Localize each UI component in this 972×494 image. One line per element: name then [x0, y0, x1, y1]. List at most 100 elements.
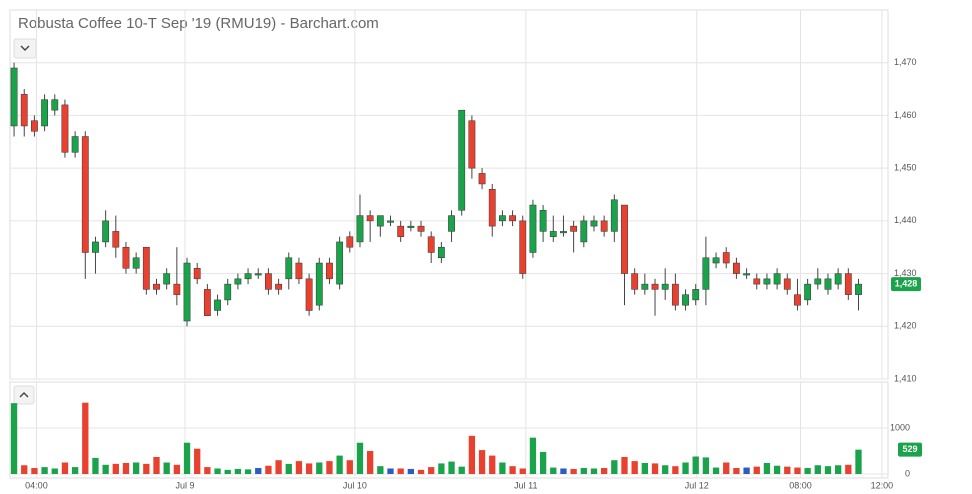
volume-bar [468, 435, 476, 474]
volume-bar [41, 467, 48, 474]
candle-body [733, 262, 740, 274]
volume-bar [753, 466, 760, 474]
volume-bar [743, 467, 750, 474]
candle-body [610, 199, 618, 232]
candle-body [743, 273, 750, 276]
candle-body [112, 231, 120, 248]
volume-bar [458, 466, 465, 474]
candle-body [651, 283, 659, 290]
candle-body [203, 289, 211, 316]
volume-bar [641, 462, 648, 474]
candle-body [346, 236, 354, 248]
volume-bar [285, 463, 292, 474]
button-box[interactable] [13, 38, 37, 59]
volume-bar [773, 465, 781, 474]
volume-bar [153, 456, 160, 474]
chart-title: Robusta Coffee 10-T Sep '19 (RMU19) - Ba… [18, 15, 379, 32]
candle-body [71, 136, 79, 153]
chevron-up[interactable] [19, 392, 29, 398]
candle-body [580, 220, 588, 243]
volume-bar [489, 455, 496, 474]
collapse-button[interactable] [13, 38, 37, 59]
candle-body [753, 278, 761, 285]
last-price-label: 1,428 [895, 278, 918, 288]
candle-body [356, 215, 364, 243]
candle-body [794, 294, 801, 306]
candle-body [855, 283, 862, 295]
candle-body [834, 273, 842, 285]
x-tick-label: Jul 9 [175, 480, 194, 490]
volume-bar [611, 460, 618, 474]
candle-body [326, 262, 333, 280]
volume-bar [163, 462, 170, 474]
volume-bar [834, 465, 842, 474]
chevron-down[interactable] [20, 45, 30, 51]
candle-body [539, 210, 547, 232]
last-volume-box [898, 442, 922, 457]
volume-bar [346, 460, 353, 474]
candle-body [488, 188, 496, 227]
candle-body [366, 215, 374, 222]
y-tick-label: 1,410 [894, 373, 917, 383]
candle-body [671, 283, 679, 306]
candle-body [315, 262, 323, 306]
volume-bar [784, 466, 791, 474]
x-tick-label: Jul 10 [343, 480, 367, 490]
candle-body [193, 268, 201, 280]
volume-bar [651, 463, 659, 474]
candle-body [783, 278, 791, 290]
volume-bar [519, 468, 526, 474]
volume-bar [387, 468, 394, 474]
volume-bar [499, 462, 506, 474]
volume-bar [723, 462, 730, 474]
y-tick-label: 1,460 [894, 110, 917, 120]
volume-bar [712, 467, 720, 474]
candle-body [31, 120, 38, 132]
volume-bar [377, 466, 384, 474]
volume-bar [336, 455, 343, 474]
x-tick-label: Jul 12 [685, 480, 709, 490]
volume-bar [702, 457, 710, 474]
candle-body [265, 273, 272, 290]
candle-body [20, 94, 28, 127]
candle-body [641, 283, 649, 290]
volume-bar [417, 469, 425, 474]
volume-bar [560, 468, 567, 474]
volume-bar [763, 462, 771, 474]
last-volume-label: 529 [902, 444, 917, 454]
candle-body [499, 215, 506, 222]
candle-body [407, 225, 415, 228]
expand-button[interactable] [13, 385, 35, 405]
candle-body [305, 278, 313, 311]
volume-bar [82, 402, 89, 474]
volume-bar [682, 462, 689, 474]
candle-body [10, 67, 18, 127]
candle-body [397, 225, 405, 237]
y-tick-label: 1,420 [894, 321, 917, 331]
candle-body [682, 294, 689, 306]
volume-bar [194, 448, 201, 474]
candle-body [132, 257, 140, 269]
y2-tick-label: 0 [905, 468, 910, 478]
x-tick-label: Jul 11 [514, 480, 537, 490]
candle-body [692, 289, 700, 301]
candle-body [631, 273, 639, 290]
volume-bar [600, 468, 608, 474]
candle-body [387, 220, 394, 223]
candle-body [214, 299, 221, 311]
candle-body [254, 273, 262, 276]
volume-bar [448, 461, 455, 474]
candle-body [773, 273, 781, 285]
x-tick-label: 08:00 [789, 480, 812, 490]
candle-body [224, 283, 232, 301]
volume-bar [92, 457, 99, 474]
volume-bar [580, 468, 587, 474]
volume-bar [428, 467, 435, 474]
last-price-box [891, 277, 921, 292]
candle-body [661, 283, 669, 290]
candle-body [478, 173, 486, 185]
volume-bar [855, 449, 862, 474]
candle-body [81, 136, 89, 253]
button-box[interactable] [13, 385, 35, 405]
